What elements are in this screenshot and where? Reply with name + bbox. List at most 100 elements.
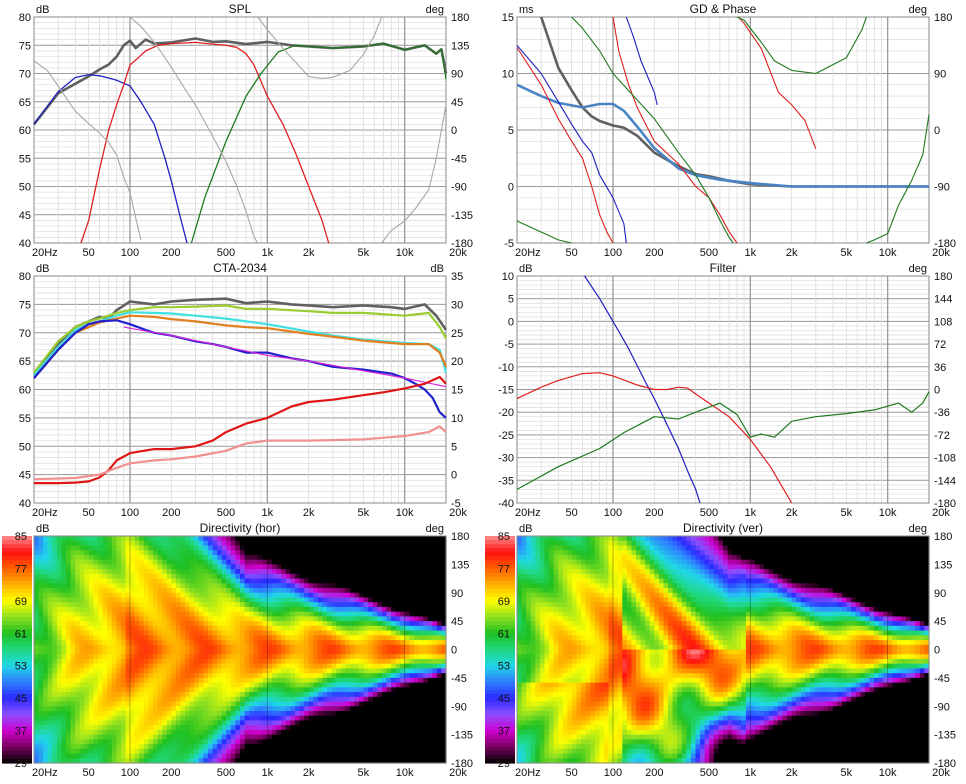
heatmap-cell [318, 612, 323, 617]
heatmap-cell [277, 668, 282, 673]
heatmap-cell [121, 730, 126, 735]
heatmap-cell [203, 720, 208, 725]
heatmap-cell [103, 640, 108, 645]
heatmap-cell [354, 640, 359, 645]
heatmap-cell [522, 683, 527, 688]
heatmap-cell [144, 602, 149, 607]
heatmap-cell [121, 711, 126, 716]
x-tick-label: 1k [262, 767, 274, 779]
heatmap-cell [107, 635, 112, 640]
heatmap-cell [71, 697, 76, 702]
heatmap-cell [235, 536, 240, 541]
heatmap-cell [322, 569, 327, 574]
heatmap-cell [89, 739, 94, 744]
heatmap-cell [80, 574, 85, 579]
heatmap-cell [66, 579, 71, 584]
heatmap-cell [258, 574, 263, 579]
heatmap-cell [167, 564, 172, 569]
heatmap-cell [322, 602, 327, 607]
heatmap-cell [144, 588, 149, 593]
heatmap-cell [39, 650, 44, 655]
heatmap-cell [368, 541, 373, 546]
heatmap-cell [336, 720, 341, 725]
heatmap-cell [318, 720, 323, 725]
heatmap-cell [217, 579, 222, 584]
heatmap-cell [240, 668, 245, 673]
heatmap-cell [377, 612, 382, 617]
heatmap-cell [135, 673, 140, 678]
heatmap-cell [107, 683, 112, 688]
heatmap-cell [75, 711, 80, 716]
heatmap-cell [267, 593, 272, 598]
heatmap-cell [295, 645, 300, 650]
heatmap-cell [432, 545, 437, 550]
heatmap-cell [34, 650, 39, 655]
heatmap-cell [354, 678, 359, 683]
heatmap-cell [341, 683, 346, 688]
heatmap-cell [71, 583, 76, 588]
heatmap-cell [89, 645, 94, 650]
heatmap-cell [364, 702, 369, 707]
heatmap-cell [258, 716, 263, 721]
heatmap-cell [428, 678, 433, 683]
heatmap-cell [377, 569, 382, 574]
heatmap-cell [522, 668, 527, 673]
heatmap-cell [322, 716, 327, 721]
heatmap-cell [213, 640, 218, 645]
heatmap-cell [409, 602, 414, 607]
heatmap-cell [153, 626, 158, 631]
heatmap-cell [217, 612, 222, 617]
heatmap-cell [231, 749, 236, 754]
heatmap-cell [419, 626, 424, 631]
heatmap-cell [522, 725, 527, 730]
heatmap-cell [359, 593, 364, 598]
heatmap-cell [522, 597, 527, 602]
heatmap-cell [66, 545, 71, 550]
heatmap-cell [107, 645, 112, 650]
heatmap-cell [194, 725, 199, 730]
heatmap-cell [222, 678, 227, 683]
heatmap-cell [437, 640, 442, 645]
heatmap-cell [61, 706, 66, 711]
heatmap-cell [382, 545, 387, 550]
heatmap-cell [364, 668, 369, 673]
heatmap-cell [409, 588, 414, 593]
heatmap-cell [66, 602, 71, 607]
heatmap-cell [34, 739, 39, 744]
heatmap-cell [190, 564, 195, 569]
heatmap-cell [130, 730, 135, 735]
heatmap-cell [194, 631, 199, 636]
heatmap-cell [245, 683, 250, 688]
heatmap-cell [423, 706, 428, 711]
heatmap-cell [139, 564, 144, 569]
heatmap-cell [89, 664, 94, 669]
heatmap-cell [423, 668, 428, 673]
heatmap-cell [213, 664, 218, 669]
heatmap-cell [231, 612, 236, 617]
heatmap-cell [332, 730, 337, 735]
heatmap-cell [162, 654, 167, 659]
heatmap-cell [94, 654, 99, 659]
heatmap-cell [432, 593, 437, 598]
heatmap-cell [345, 588, 350, 593]
heatmap-cell [66, 668, 71, 673]
heatmap-cell [148, 673, 153, 678]
heatmap-cell [52, 744, 57, 749]
heatmap-cell [327, 645, 332, 650]
heatmap-cell [48, 560, 53, 565]
heatmap-cell [171, 541, 176, 546]
heatmap-cell [332, 720, 337, 725]
heatmap-cell [419, 560, 424, 565]
heatmap-cell [272, 659, 277, 664]
heatmap-cell [194, 588, 199, 593]
heatmap-cell [368, 560, 373, 565]
heatmap-cell [52, 692, 57, 697]
heatmap-cell [428, 735, 433, 740]
heatmap-cell [180, 716, 185, 721]
heatmap-cell [254, 654, 259, 659]
heatmap-cell [386, 678, 391, 683]
heatmap-cell [391, 588, 396, 593]
heatmap-cell [94, 720, 99, 725]
heatmap-cell [240, 645, 245, 650]
heatmap-cell [89, 602, 94, 607]
